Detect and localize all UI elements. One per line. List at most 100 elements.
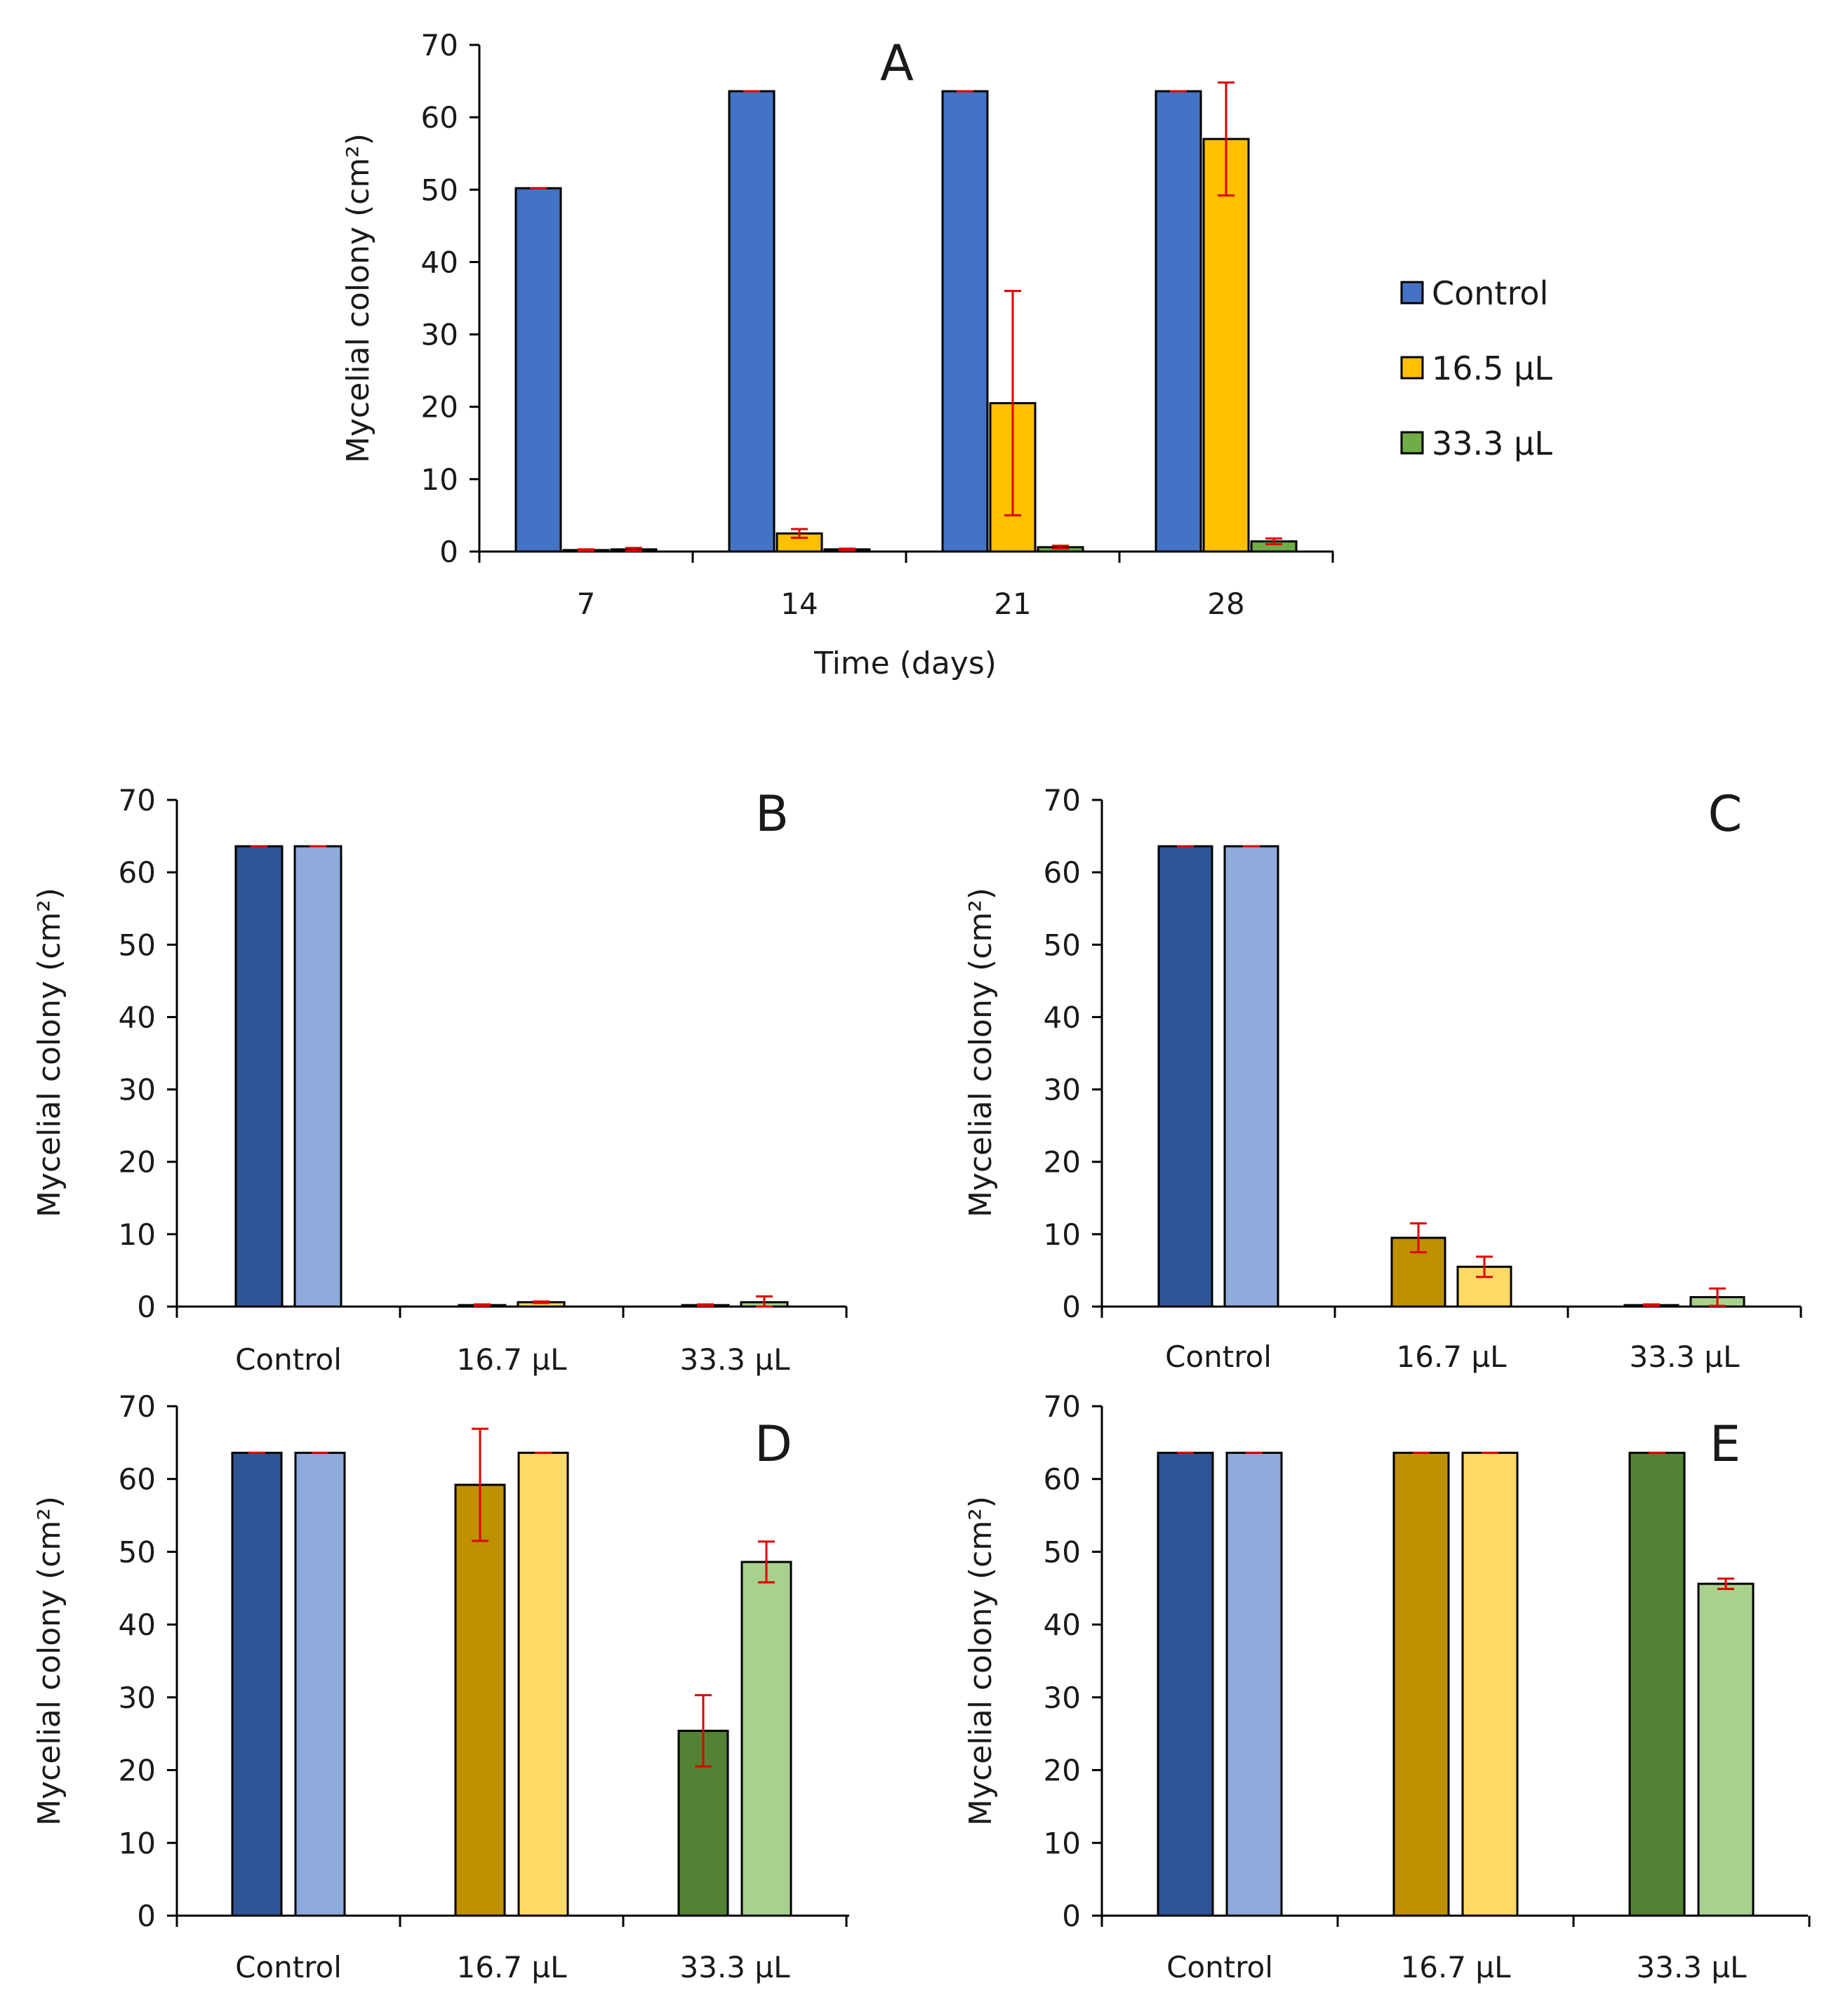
bar [1157,845,1213,1308]
x-tick-label: 33.3 µL [680,1950,791,1984]
error-bar [1052,545,1069,550]
y-tick-label: 30 [119,1073,156,1107]
bar [454,1483,506,1917]
error-bar [1004,290,1021,516]
error-bar [1265,537,1282,546]
y-tick-label: 50 [119,1535,156,1569]
x-tick-label: 33.3 µL [1630,1340,1741,1374]
y-tick-label: 30 [421,318,458,352]
legend-label: 16.5 µL [1432,349,1552,387]
y-tick-label: 0 [1062,1899,1081,1933]
x-tick-label: 16.7 µL [457,1342,568,1377]
y-tick-label: 0 [137,1290,156,1324]
y-tick-label: 50 [1044,1535,1081,1569]
chart-panel-e: 0 10 20 30 40 50 60 70 Control 16.7 µL 33.3 µL E Myc… [963,1389,1811,1984]
y-tick-label: 70 [119,1389,156,1424]
bar [1461,1451,1519,1917]
bar [740,1561,792,1917]
error-bar [474,1303,491,1307]
y-tick-label: 50 [1044,928,1081,962]
bar [1155,90,1202,553]
y-tick-label: 20 [421,390,458,425]
y-tick-label: 40 [1044,1000,1081,1034]
error-bar [578,548,594,552]
error-bar [472,1427,488,1542]
bar [1202,138,1250,553]
y-tick-label: 70 [421,28,458,62]
x-tick-label: 16.7 µL [1397,1340,1508,1374]
y-axis-title: Mycelial colony (cm²) [340,133,376,463]
error-bar [1709,1287,1726,1307]
legend-label: 33.3 µL [1432,425,1552,462]
x-tick-label: 28 [1207,587,1244,621]
x-tick-label: 33.3 µL [680,1342,791,1377]
bar [1392,1451,1450,1917]
bar [234,845,284,1308]
y-axis-title: Mycelial colony (cm²) [963,1496,999,1826]
x-tick-label: 14 [780,587,818,621]
x-tick-label: 7 [577,587,596,621]
y-tick-label: 10 [119,1217,156,1252]
y-tick-label: 70 [119,783,156,817]
y-tick-label: 40 [1044,1608,1081,1642]
panel-label: C [1708,785,1743,843]
legend: Control 16.5 µL 33.3 µL [1400,274,1552,462]
x-tick-label: Control [1165,1340,1272,1374]
error-bar [625,547,642,552]
x-tick-label: 16.7 µL [457,1950,568,1984]
chart-panel-a: 0 10 20 30 40 50 60 70 7 14 21 28 A Mycelial colony (… [340,28,1552,681]
error-bar [533,1300,550,1304]
x-tick-label: 21 [994,587,1031,621]
y-tick-label: 0 [439,535,458,569]
y-tick-label: 40 [119,1000,156,1034]
y-tick-label: 60 [1044,1462,1081,1497]
panel-label: E [1710,1415,1741,1473]
y-tick-label: 10 [1044,1826,1081,1860]
y-tick-label: 0 [1062,1290,1081,1324]
chart-panel-b: 0 10 20 30 40 50 60 70 Control 16.7 µL 33.3 µL B Myc… [32,783,848,1377]
y-axis-title: Mycelial colony (cm²) [32,888,67,1217]
legend-swatch [1400,356,1424,380]
panel-label: B [755,785,789,843]
y-tick-label: 50 [421,173,458,207]
y-tick-label: 10 [1044,1217,1081,1252]
error-bar [758,1540,775,1584]
y-tick-label: 10 [119,1826,156,1860]
error-bar [1218,81,1235,197]
y-tick-label: 60 [1044,855,1081,890]
panel-label: D [754,1415,792,1473]
bar [517,1451,569,1917]
y-axis-title: Mycelial colony (cm²) [32,1496,67,1826]
error-bar [1643,1303,1660,1307]
x-tick-label: Control [235,1950,342,1984]
y-tick-label: 20 [119,1145,156,1180]
error-bar [791,528,808,539]
bar [1628,1451,1686,1917]
y-tick-label: 70 [1044,783,1081,817]
y-tick-label: 20 [119,1754,156,1788]
y-tick-label: 0 [137,1899,156,1933]
y-tick-label: 70 [1044,1389,1081,1424]
error-bar [756,1295,773,1308]
y-tick-label: 30 [119,1681,156,1715]
y-tick-label: 30 [1044,1073,1081,1107]
bar [1225,1451,1283,1917]
y-axis-title: Mycelial colony (cm²) [963,888,999,1217]
y-tick-label: 30 [1044,1681,1081,1715]
legend-label: Control [1432,274,1548,312]
error-bar [1410,1222,1427,1254]
x-tick-label: Control [1166,1950,1273,1984]
error-bar [839,547,856,552]
error-bar [1476,1255,1493,1279]
bar [231,1451,283,1917]
bar [514,187,562,553]
bar [728,90,776,553]
y-tick-label: 40 [119,1608,156,1642]
legend-swatch [1400,281,1424,305]
y-tick-label: 60 [421,100,458,135]
legend-swatch [1400,431,1424,455]
y-tick-label: 50 [119,928,156,962]
error-bar [1717,1577,1734,1590]
y-tick-label: 60 [119,1462,156,1497]
